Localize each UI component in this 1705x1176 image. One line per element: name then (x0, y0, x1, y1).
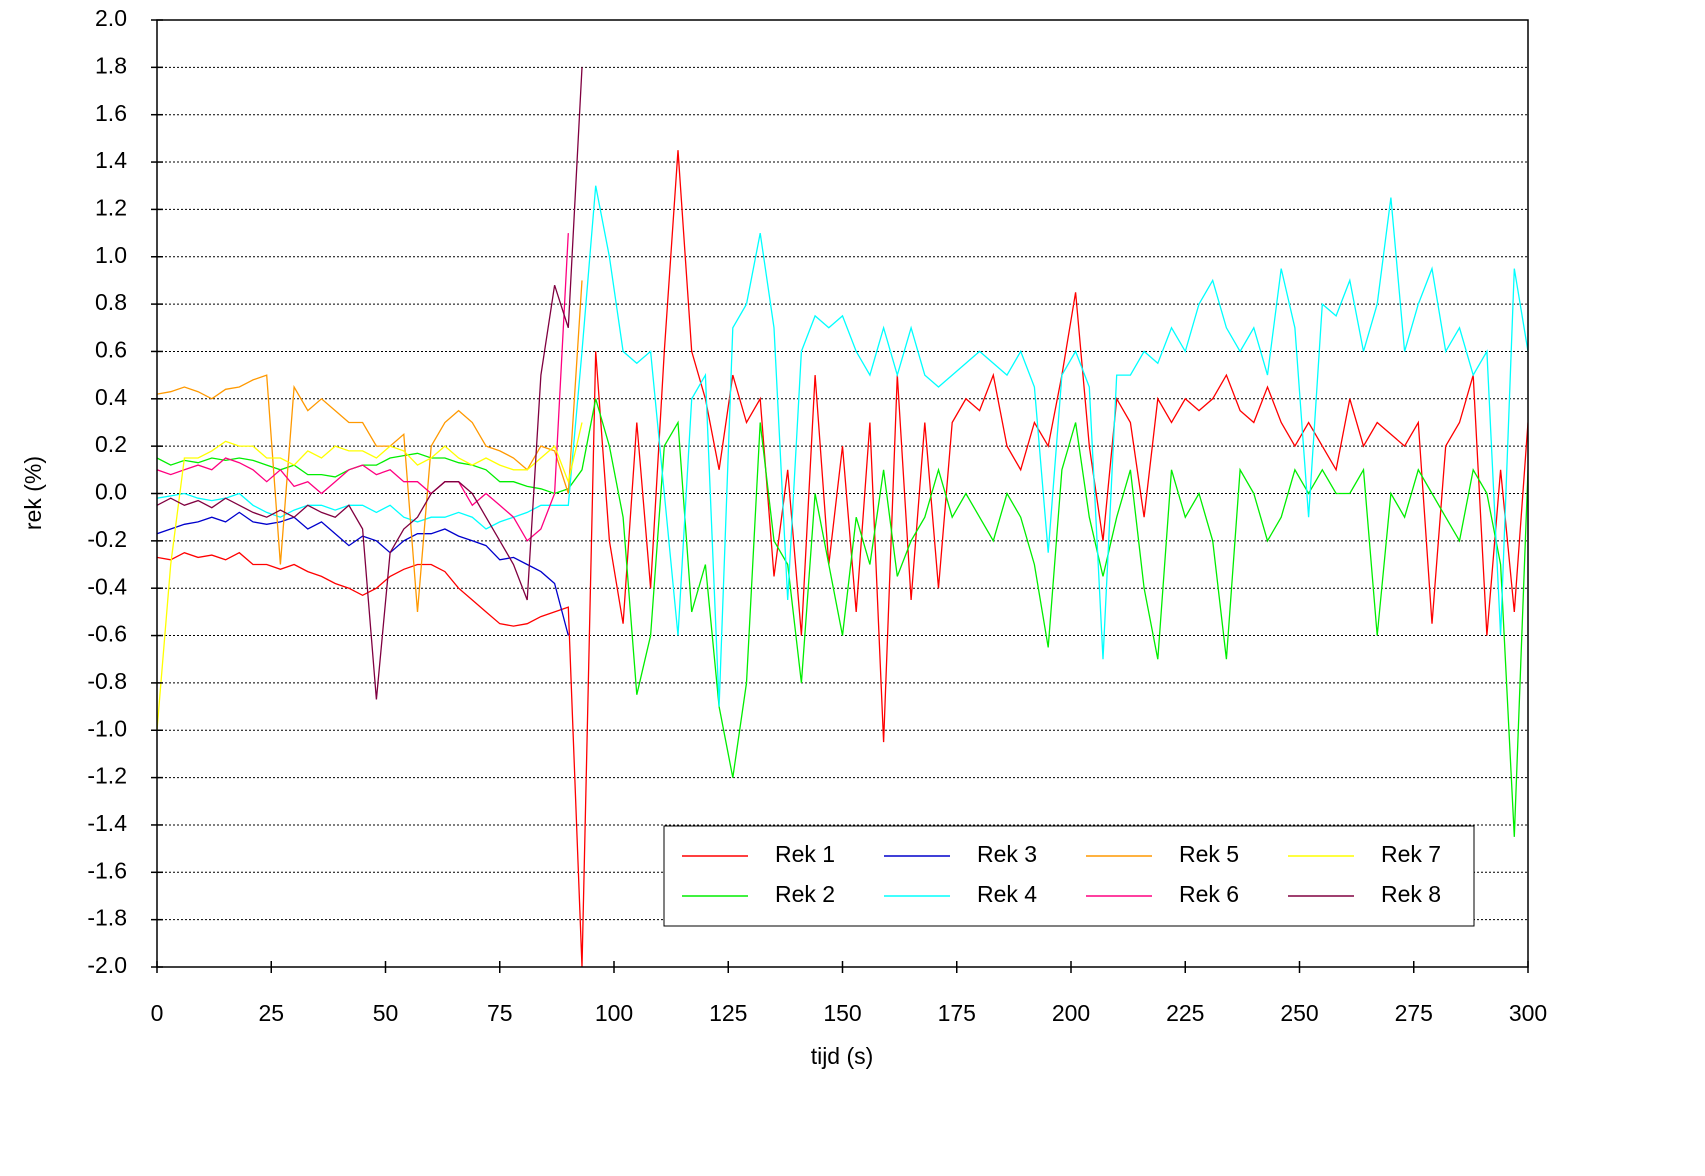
y-axis-title: rek (%) (20, 456, 46, 530)
y-tick-label: -1.4 (87, 810, 127, 836)
series-line (157, 185, 1528, 707)
y-tick-label: -2.0 (87, 952, 127, 978)
x-tick-label: 175 (938, 1000, 976, 1026)
x-tick-label: 75 (487, 1000, 513, 1026)
x-tick-label: 200 (1052, 1000, 1090, 1026)
lines (157, 67, 1528, 967)
y-tick-label: 0.8 (95, 289, 127, 315)
legend-label: Rek 8 (1381, 881, 1441, 907)
series-line (157, 233, 569, 542)
y-tick-label: 2.0 (95, 5, 127, 31)
y-tick-label: -1.6 (87, 857, 127, 883)
series-line (157, 398, 1528, 837)
legend-label: Rek 7 (1381, 841, 1441, 867)
y-tick-label: 1.6 (95, 100, 127, 126)
series-line (157, 422, 583, 731)
x-axis-title: tijd (s) (811, 1043, 874, 1069)
y-tick-label: -0.2 (87, 526, 127, 552)
y-tick-label: 0.6 (95, 337, 127, 363)
legend-label: Rek 5 (1179, 841, 1239, 867)
y-tick-label: 1.4 (95, 147, 127, 173)
legend-label: Rek 2 (775, 881, 835, 907)
x-tick-label: 250 (1280, 1000, 1318, 1026)
y-tick-label: -1.8 (87, 905, 127, 931)
legend-box (663, 825, 1475, 927)
y-tick-label: 1.0 (95, 242, 127, 268)
series-line (157, 67, 583, 700)
x-tick-label: 0 (151, 1000, 164, 1026)
y-tick-label: 1.8 (95, 52, 127, 78)
y-tick-label: -0.4 (87, 573, 127, 599)
series-line (157, 150, 1528, 967)
legend-label: Rek 1 (775, 841, 835, 867)
y-tick-label: 0.2 (95, 431, 127, 457)
x-tick-label: 300 (1509, 1000, 1547, 1026)
grid (157, 19, 1528, 968)
legend-label: Rek 3 (977, 841, 1037, 867)
x-tick-label: 100 (595, 1000, 633, 1026)
y-tick-label: -1.2 (87, 763, 127, 789)
legend-label: Rek 4 (977, 881, 1037, 907)
series-line (157, 280, 583, 612)
x-tick-label: 275 (1395, 1000, 1433, 1026)
y-tick-label: 0.0 (95, 479, 127, 505)
x-tick-label: 25 (258, 1000, 284, 1026)
y-tick-label: 1.2 (95, 194, 127, 220)
x-tick-label: 125 (709, 1000, 747, 1026)
x-tick-label: 225 (1166, 1000, 1204, 1026)
axes: -2.0 -1.8 -1.6 -1.4 -1.2 -1.0 -0.8 -0.6 -0.4 -0.2… (87, 5, 1547, 1026)
x-tick-label: 150 (823, 1000, 861, 1026)
legend-label: Rek 6 (1179, 881, 1239, 907)
y-tick-label: -1.0 (87, 715, 127, 741)
y-tick-label: 0.4 (95, 384, 127, 410)
x-tick-label: 50 (373, 1000, 399, 1026)
legend: Rek 1 Rek 2 Rek 3 Rek 4 Rek 5 Rek 6 Rek 7 Rek 8 (663, 825, 1475, 927)
y-tick-label: -0.6 (87, 621, 127, 647)
y-tick-label: -0.8 (87, 668, 127, 694)
